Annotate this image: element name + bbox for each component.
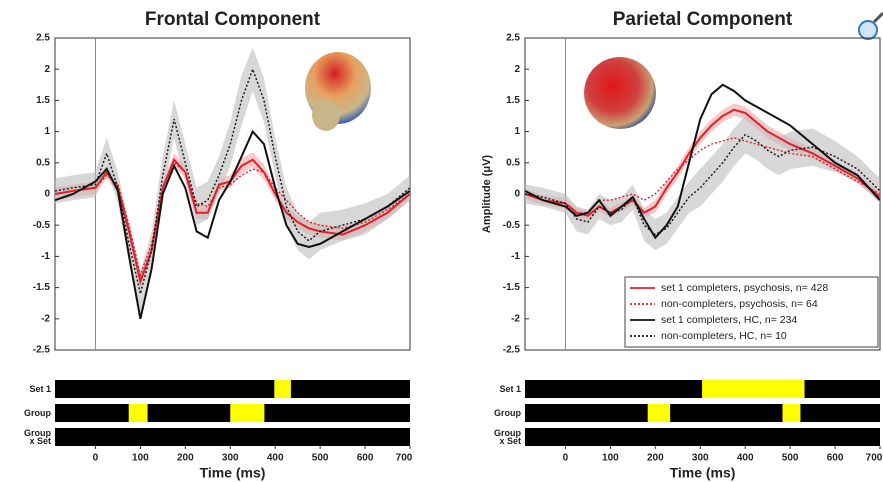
x-tick-label: 700 bbox=[866, 453, 883, 464]
significance-row bbox=[525, 404, 880, 422]
significance-row bbox=[55, 428, 410, 446]
significance-interval bbox=[702, 380, 804, 398]
y-tick-label: 0 bbox=[514, 189, 520, 200]
x-tick-label: 300 bbox=[222, 453, 239, 464]
y-tick-label: -2.5 bbox=[33, 345, 51, 356]
y-tick-label: 2 bbox=[514, 64, 520, 75]
y-tick-label: 1.5 bbox=[506, 95, 520, 106]
y-axis-label: Amplitude (μV) bbox=[481, 155, 493, 234]
x-tick-label: 700 bbox=[396, 453, 413, 464]
significance-interval bbox=[782, 404, 800, 422]
y-tick-label: -2 bbox=[511, 313, 520, 324]
significance-interval bbox=[274, 380, 291, 398]
significance-row bbox=[55, 380, 410, 398]
significance-interval bbox=[648, 404, 670, 422]
chart: Frontal Component -2.5 -2 -1.5 -1 -0.5 0 0.5 1 1.… bbox=[0, 0, 883, 482]
y-tick-label: -2 bbox=[41, 313, 50, 324]
head-map bbox=[305, 52, 371, 131]
y-tick-label: 2 bbox=[44, 64, 50, 75]
x-tick-label: 300 bbox=[692, 453, 709, 464]
row-label: Group bbox=[489, 409, 521, 417]
legend-label: set 1 completers, psychosis, n= 428 bbox=[661, 282, 828, 294]
row-label: Group x Set bbox=[489, 429, 521, 445]
y-tick-label: 1 bbox=[514, 126, 520, 137]
x-tick-label: 600 bbox=[827, 453, 844, 464]
y-tick-label: 0.5 bbox=[36, 157, 50, 168]
zoom-icon[interactable] bbox=[859, 13, 883, 39]
x-tick-label: 600 bbox=[357, 453, 374, 464]
y-tick-label: -1.5 bbox=[33, 282, 51, 293]
x-axis-label: Time (ms) bbox=[200, 465, 266, 481]
x-tick-label: 0 bbox=[563, 453, 569, 464]
x-tick-label: 100 bbox=[602, 453, 619, 464]
x-tick-label: 200 bbox=[177, 453, 194, 464]
significance-interval bbox=[129, 404, 148, 422]
row-label: Group x Set bbox=[19, 429, 51, 445]
legend-label: set 1 completers, HC, n= 234 bbox=[661, 314, 797, 326]
y-tick-label: -1.5 bbox=[503, 282, 521, 293]
y-tick-label: 1 bbox=[44, 126, 50, 137]
y-tick-label: -2.5 bbox=[503, 345, 521, 356]
x-axis-label: Time (ms) bbox=[670, 465, 736, 481]
y-tick-label: 0 bbox=[44, 189, 50, 200]
head-map bbox=[584, 57, 656, 129]
y-tick-label: 1.5 bbox=[36, 95, 50, 106]
significance-interval bbox=[230, 404, 264, 422]
y-tick-label: 0.5 bbox=[506, 157, 520, 168]
row-label: Set 1 bbox=[19, 385, 51, 393]
x-tick-label: 500 bbox=[782, 453, 799, 464]
legend-label: non-completers, psychosis, n= 64 bbox=[661, 298, 818, 310]
y-tick-label: -0.5 bbox=[33, 220, 51, 231]
y-tick-label: -1 bbox=[41, 251, 50, 262]
row-label: Group bbox=[19, 409, 51, 417]
plot-area bbox=[525, 85, 880, 250]
legend-label: non-completers, HC, n= 10 bbox=[661, 330, 787, 342]
y-tick-label: 2.5 bbox=[36, 33, 50, 44]
y-tick-label: 2.5 bbox=[506, 33, 520, 44]
x-tick-label: 400 bbox=[267, 453, 284, 464]
x-tick-label: 400 bbox=[737, 453, 754, 464]
row-label: Set 1 bbox=[489, 385, 521, 393]
y-tick-label: -1 bbox=[511, 251, 520, 262]
x-tick-label: 500 bbox=[312, 453, 329, 464]
significance-row bbox=[525, 428, 880, 446]
chart-title: Frontal Component bbox=[145, 9, 321, 30]
x-tick-label: 200 bbox=[647, 453, 664, 464]
x-tick-label: 100 bbox=[132, 453, 149, 464]
chart-title: Parietal Component bbox=[613, 9, 793, 30]
x-tick-label: 0 bbox=[93, 453, 99, 464]
page: {"chart_data": [ {"type": "line", "title… bbox=[0, 0, 883, 482]
y-tick-label: -0.5 bbox=[503, 220, 521, 231]
